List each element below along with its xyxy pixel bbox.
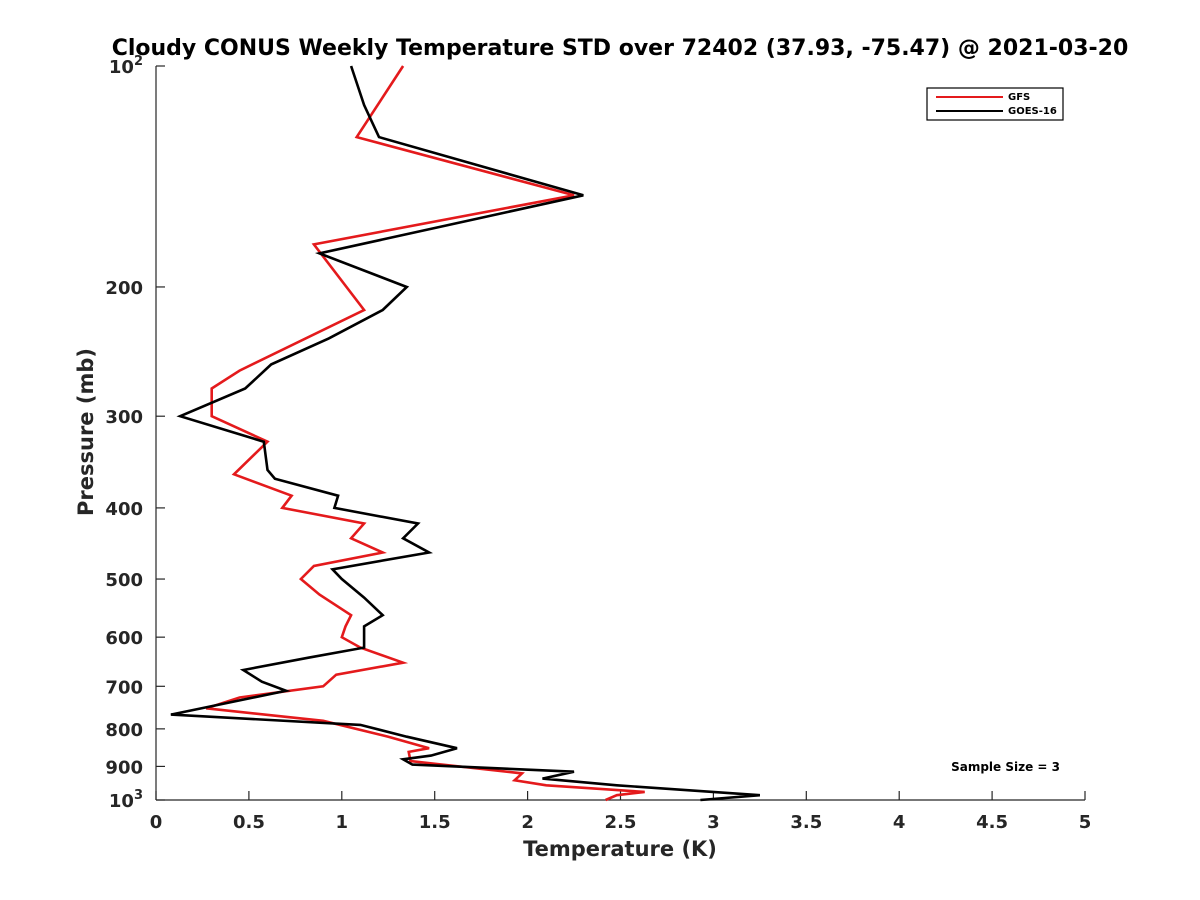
legend-label-goes16: GOES-16 — [1008, 106, 1057, 117]
x-axis-label: Temperature (K) — [523, 837, 717, 861]
x-tick-label: 1.5 — [419, 812, 451, 833]
x-tick-label: 2 — [521, 812, 534, 833]
y-tick-label: 300 — [105, 407, 143, 428]
y-tick-label: 900 — [105, 757, 143, 778]
x-tick-label: 3.5 — [790, 812, 822, 833]
y-tick-exponent: 2 — [134, 54, 143, 69]
series-line-gfs — [205, 65, 645, 802]
y-ticks: 102 200 300 400 500 600 700 800 900 103 — [105, 54, 165, 812]
y-tick-label: 200 — [105, 278, 143, 299]
chart-title: Cloudy CONUS Weekly Temperature STD over… — [112, 36, 1129, 61]
x-ticks: 0 0.5 1 1.5 2 2.5 3 3.5 4 4.5 5 — [150, 791, 1092, 833]
y-tick-label: 600 — [105, 628, 143, 649]
sample-size-annotation: Sample Size = 3 — [951, 760, 1060, 774]
x-tick-label: 3 — [707, 812, 720, 833]
x-tick-label: 2.5 — [605, 812, 637, 833]
plot-area: 0 0.5 1 1.5 2 2.5 3 3.5 4 4.5 5 102 200 300 400 500 600… — [105, 54, 1091, 833]
x-tick-label: 4 — [893, 812, 906, 833]
y-tick-label: 700 — [105, 677, 143, 698]
y-axis-label: Pressure (mb) — [74, 348, 98, 516]
y-tick-label: 102 — [109, 54, 143, 78]
x-tick-label: 5 — [1079, 812, 1092, 833]
x-tick-label: 0 — [150, 812, 163, 833]
x-tick-label: 0.5 — [233, 812, 265, 833]
y-tick-label: 500 — [105, 570, 143, 591]
y-tick-label: 400 — [105, 499, 143, 520]
legend-box — [926, 87, 1064, 121]
series-line-goes-16 — [170, 65, 761, 802]
legend: GFS GOES-16 — [926, 87, 1064, 121]
y-tick-label: 800 — [105, 720, 143, 741]
series-lines — [170, 65, 761, 802]
y-tick-exponent: 3 — [134, 788, 143, 803]
x-tick-label: 1 — [336, 812, 349, 833]
legend-label-gfs: GFS — [1008, 92, 1030, 103]
x-tick-label: 4.5 — [976, 812, 1008, 833]
y-tick-label: 103 — [109, 788, 143, 812]
